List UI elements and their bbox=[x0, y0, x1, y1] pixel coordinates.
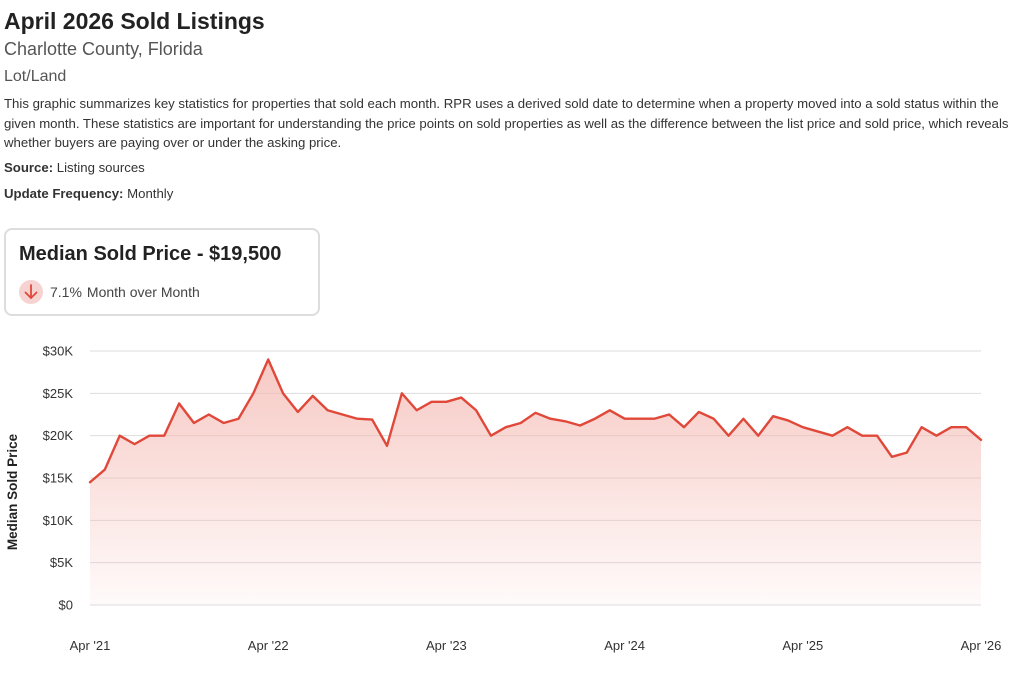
series-line bbox=[88, 358, 983, 484]
month-over-month-change: 7.1% Month over Month bbox=[19, 280, 200, 304]
y-tick-label: $30K bbox=[43, 344, 74, 359]
frequency-label: Update Frequency: bbox=[4, 185, 124, 201]
median-price-card: Median Sold Price - $19,500 7.1% Month o… bbox=[4, 228, 320, 316]
location-subtitle: Charlotte County, Florida bbox=[4, 39, 203, 59]
page-title: April 2026 Sold Listings bbox=[4, 8, 265, 34]
median-sold-price-chart: $0 $5K $10K $15K $20K $25K $30K Apr '21 Apr '22 A… bbox=[5, 344, 1002, 654]
y-axis-label: Median Sold Price bbox=[5, 433, 20, 550]
arrow-down-icon bbox=[19, 280, 43, 304]
x-tick-label: Apr '21 bbox=[70, 638, 111, 653]
change-label: Month over Month bbox=[86, 284, 200, 300]
y-tick-label: $20K bbox=[43, 428, 74, 443]
frequency-line: Update Frequency: Monthly bbox=[4, 185, 1016, 203]
description-text: This graphic summarizes key statistics f… bbox=[4, 96, 1009, 150]
property-category: Lot/Land bbox=[4, 68, 67, 85]
x-tick-label: Apr '26 bbox=[961, 638, 1002, 653]
y-tick-label: $0 bbox=[59, 598, 73, 613]
y-tick-label: $15K bbox=[43, 471, 74, 486]
x-tick-label: Apr '22 bbox=[248, 638, 289, 653]
y-tick-label: $5K bbox=[50, 555, 73, 570]
frequency-value: Monthly bbox=[127, 185, 174, 201]
source-label: Source: bbox=[4, 159, 54, 175]
x-tick-label: Apr '25 bbox=[782, 638, 823, 653]
report-header: April 2026 Sold Listings Charlotte Count… bbox=[4, 6, 1016, 203]
x-tick-label: Apr '24 bbox=[604, 638, 645, 653]
source-line: Source: Listing sources bbox=[4, 159, 1016, 177]
area-fill bbox=[90, 359, 981, 605]
x-tick-label: Apr '23 bbox=[426, 638, 467, 653]
change-percent: 7.1% bbox=[50, 284, 82, 300]
y-tick-label: $25K bbox=[43, 386, 74, 401]
y-tick-label: $10K bbox=[43, 513, 74, 528]
source-value: Listing sources bbox=[56, 159, 145, 175]
stat-title: Median Sold Price - $19,500 bbox=[19, 243, 282, 265]
